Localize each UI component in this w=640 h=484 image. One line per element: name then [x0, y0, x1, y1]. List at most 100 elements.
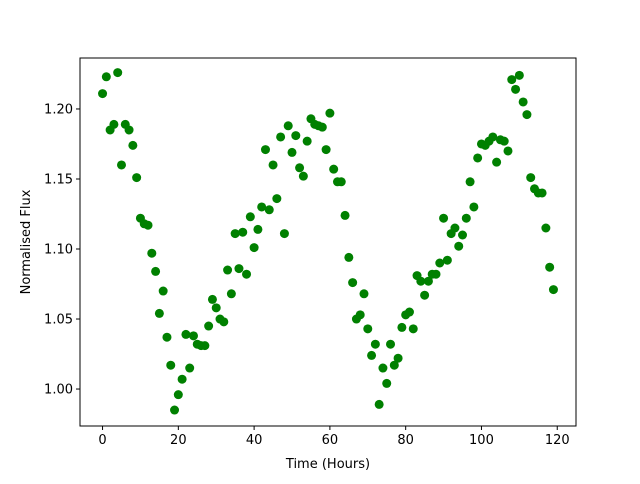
- data-point: [541, 223, 551, 233]
- data-point: [166, 360, 176, 370]
- data-point: [200, 341, 210, 351]
- data-point: [548, 285, 558, 295]
- y-tick-label: 1.00: [44, 383, 73, 398]
- y-tick-label: 1.10: [44, 243, 73, 258]
- data-point: [514, 70, 524, 80]
- data-point: [276, 132, 286, 142]
- data-point: [287, 147, 297, 157]
- data-point: [98, 89, 108, 99]
- data-point: [465, 177, 475, 187]
- data-point: [435, 258, 445, 268]
- data-point: [404, 307, 414, 317]
- data-point: [113, 68, 123, 78]
- data-point: [188, 331, 198, 341]
- data-point: [257, 202, 267, 212]
- data-point: [344, 252, 354, 262]
- x-tick-label: 20: [170, 433, 187, 448]
- data-point: [154, 308, 164, 318]
- data-point: [537, 188, 547, 198]
- data-point: [298, 171, 308, 181]
- data-point: [230, 229, 240, 239]
- data-point: [386, 339, 396, 349]
- data-point: [151, 266, 161, 276]
- data-point: [143, 220, 153, 230]
- data-point: [389, 360, 399, 370]
- data-point: [249, 243, 259, 253]
- data-point: [336, 177, 346, 187]
- data-point: [242, 269, 252, 279]
- data-point: [367, 350, 377, 360]
- data-point: [507, 75, 517, 85]
- data-point: [162, 332, 172, 342]
- data-point: [340, 210, 350, 220]
- data-point: [253, 224, 263, 234]
- y-tick-label: 1.15: [44, 172, 73, 187]
- x-axis-label: Time (Hours): [285, 457, 370, 472]
- data-point: [279, 229, 289, 239]
- data-point: [450, 223, 460, 233]
- data-point: [272, 194, 282, 204]
- data-point: [128, 140, 138, 150]
- plot-frame: [79, 57, 577, 427]
- data-point: [245, 212, 255, 222]
- data-point: [518, 97, 528, 107]
- data-point: [397, 322, 407, 332]
- data-point: [439, 213, 449, 223]
- data-point: [302, 136, 312, 146]
- data-point: [181, 329, 191, 339]
- data-point: [226, 289, 236, 299]
- data-point: [378, 363, 388, 373]
- data-point: [458, 230, 468, 240]
- data-point: [469, 202, 479, 212]
- data-point: [442, 255, 452, 265]
- data-point: [492, 157, 502, 167]
- data-point: [264, 205, 274, 215]
- data-point: [325, 108, 335, 118]
- data-point: [238, 227, 248, 237]
- data-point: [454, 241, 464, 251]
- data-point: [408, 324, 418, 334]
- data-point: [348, 278, 358, 288]
- data-point: [291, 131, 301, 141]
- data-point: [132, 173, 142, 183]
- data-point: [545, 262, 555, 272]
- data-point: [170, 405, 180, 415]
- data-point: [321, 145, 331, 155]
- x-tick-label: 60: [322, 433, 339, 448]
- data-point: [295, 163, 305, 173]
- data-point: [473, 153, 483, 163]
- data-point: [374, 399, 384, 409]
- data-point: [173, 390, 183, 400]
- data-point: [511, 84, 521, 94]
- data-point: [363, 324, 373, 334]
- y-tick-label: 1.20: [44, 102, 73, 117]
- data-point: [431, 269, 441, 279]
- x-tick-label: 100: [469, 433, 494, 448]
- data-point: [116, 160, 126, 170]
- data-point: [499, 136, 509, 146]
- data-point: [158, 286, 168, 296]
- data-point: [329, 164, 339, 174]
- y-axis-label: Normalised Flux: [19, 189, 34, 294]
- y-tick-label: 1.05: [44, 313, 73, 328]
- data-point: [393, 353, 403, 363]
- data-point: [461, 213, 471, 223]
- data-point: [260, 145, 270, 155]
- data-point: [219, 317, 229, 327]
- data-point: [124, 125, 134, 135]
- data-point: [317, 122, 327, 132]
- data-point: [283, 121, 293, 131]
- x-tick-label: 120: [545, 433, 570, 448]
- data-point: [185, 363, 195, 373]
- x-tick-label: 0: [98, 433, 106, 448]
- x-tick-label: 40: [246, 433, 263, 448]
- data-point: [268, 160, 278, 170]
- data-point: [416, 276, 426, 286]
- data-point: [423, 276, 433, 286]
- data-point: [522, 110, 532, 120]
- data-point: [204, 321, 214, 331]
- data-point: [382, 378, 392, 388]
- data-point: [370, 339, 380, 349]
- data-point: [359, 289, 369, 299]
